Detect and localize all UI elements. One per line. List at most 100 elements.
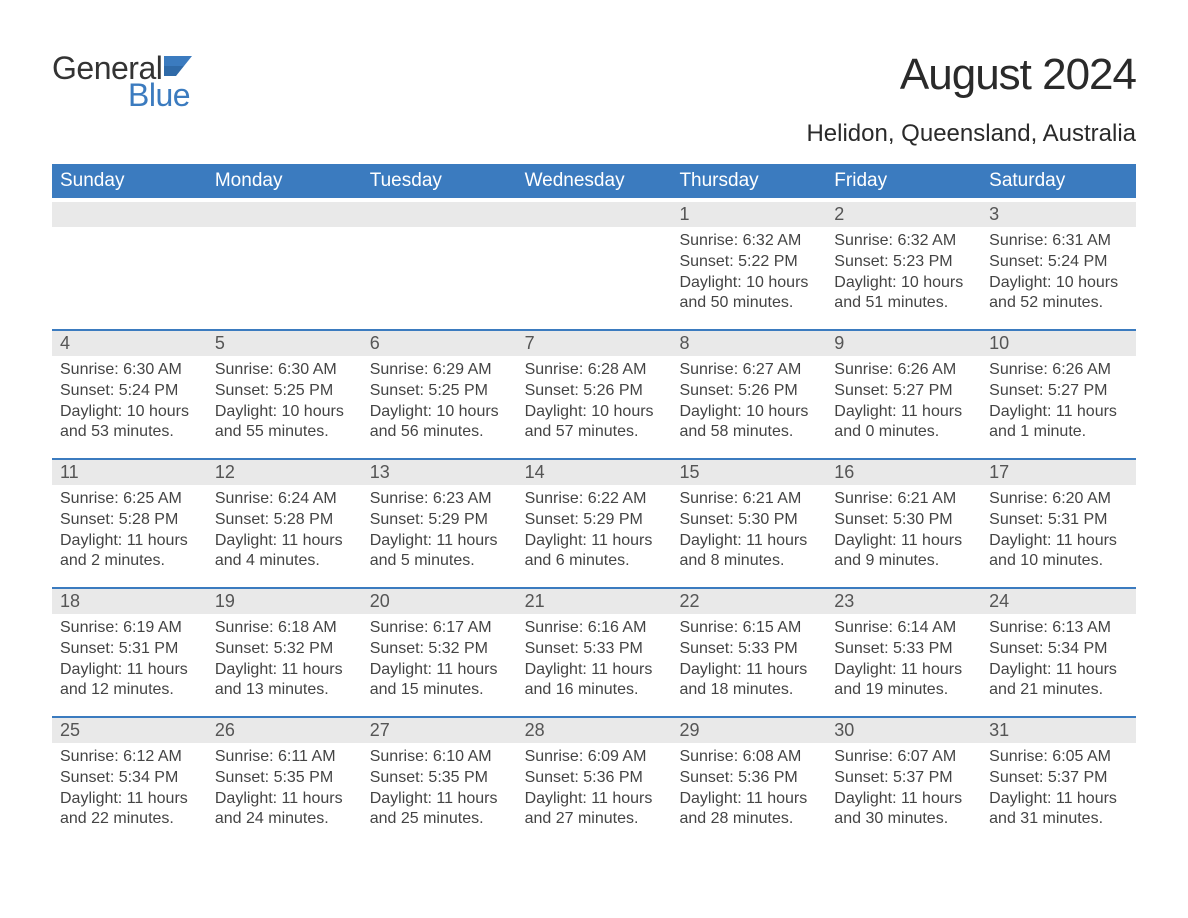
sunrise-text: Sunrise: 6:30 AM [60,360,199,381]
sunrise-text: Sunrise: 6:25 AM [60,489,199,510]
calendar-header-cell: Monday [207,164,362,198]
sunset-text: Sunset: 5:35 PM [215,768,354,789]
sunset-text: Sunset: 5:27 PM [989,381,1128,402]
daylight-text: Daylight: 11 hours and 27 minutes. [525,789,664,831]
calendar-day-number [517,202,672,227]
sunrise-text: Sunrise: 6:29 AM [370,360,509,381]
calendar-day-number: 15 [671,460,826,485]
sunset-text: Sunset: 5:23 PM [834,252,973,273]
sunrise-text: Sunrise: 6:28 AM [525,360,664,381]
sunset-text: Sunset: 5:25 PM [370,381,509,402]
daylight-text: Daylight: 11 hours and 10 minutes. [989,531,1128,573]
calendar-day-content: Sunrise: 6:18 AMSunset: 5:32 PMDaylight:… [207,614,362,712]
daylight-text: Daylight: 11 hours and 1 minute. [989,402,1128,444]
calendar-day-number: 9 [826,331,981,356]
daylight-text: Daylight: 11 hours and 0 minutes. [834,402,973,444]
daylight-text: Daylight: 10 hours and 51 minutes. [834,273,973,315]
calendar-day-content: Sunrise: 6:05 AMSunset: 5:37 PMDaylight:… [981,743,1136,841]
sunrise-text: Sunrise: 6:27 AM [679,360,818,381]
sunrise-text: Sunrise: 6:17 AM [370,618,509,639]
calendar-day-number: 23 [826,589,981,614]
daylight-text: Daylight: 10 hours and 57 minutes. [525,402,664,444]
calendar-week: 45678910Sunrise: 6:30 AMSunset: 5:24 PMD… [52,329,1136,454]
sunrise-text: Sunrise: 6:09 AM [525,747,664,768]
calendar-header-cell: Sunday [52,164,207,198]
calendar-header-cell: Thursday [671,164,826,198]
sunrise-text: Sunrise: 6:13 AM [989,618,1128,639]
sunset-text: Sunset: 5:35 PM [370,768,509,789]
calendar-day-content: Sunrise: 6:30 AMSunset: 5:24 PMDaylight:… [52,356,207,454]
sunrise-text: Sunrise: 6:14 AM [834,618,973,639]
sunset-text: Sunset: 5:26 PM [679,381,818,402]
daylight-text: Daylight: 11 hours and 18 minutes. [679,660,818,702]
calendar-day-content: Sunrise: 6:10 AMSunset: 5:35 PMDaylight:… [362,743,517,841]
daylight-text: Daylight: 11 hours and 16 minutes. [525,660,664,702]
calendar-day-number: 5 [207,331,362,356]
sunset-text: Sunset: 5:33 PM [525,639,664,660]
calendar-day-number: 21 [517,589,672,614]
sunset-text: Sunset: 5:33 PM [834,639,973,660]
calendar-day-number: 27 [362,718,517,743]
calendar-day-content [517,227,672,325]
sunset-text: Sunset: 5:24 PM [989,252,1128,273]
sunrise-text: Sunrise: 6:12 AM [60,747,199,768]
sunrise-text: Sunrise: 6:22 AM [525,489,664,510]
daylight-text: Daylight: 11 hours and 30 minutes. [834,789,973,831]
calendar-day-number: 31 [981,718,1136,743]
sunset-text: Sunset: 5:37 PM [989,768,1128,789]
calendar-header-cell: Friday [826,164,981,198]
sunrise-text: Sunrise: 6:16 AM [525,618,664,639]
daylight-text: Daylight: 11 hours and 4 minutes. [215,531,354,573]
calendar-day-content: Sunrise: 6:07 AMSunset: 5:37 PMDaylight:… [826,743,981,841]
sunset-text: Sunset: 5:32 PM [370,639,509,660]
calendar-day-content: Sunrise: 6:11 AMSunset: 5:35 PMDaylight:… [207,743,362,841]
daylight-text: Daylight: 10 hours and 52 minutes. [989,273,1128,315]
sunrise-text: Sunrise: 6:18 AM [215,618,354,639]
sunset-text: Sunset: 5:28 PM [60,510,199,531]
calendar-day-content [362,227,517,325]
sunrise-text: Sunrise: 6:10 AM [370,747,509,768]
sunrise-text: Sunrise: 6:21 AM [834,489,973,510]
sunset-text: Sunset: 5:24 PM [60,381,199,402]
calendar-week: 11121314151617Sunrise: 6:25 AMSunset: 5:… [52,458,1136,583]
calendar-day-content: Sunrise: 6:21 AMSunset: 5:30 PMDaylight:… [826,485,981,583]
calendar-day-number: 25 [52,718,207,743]
calendar-day-number: 4 [52,331,207,356]
daylight-text: Daylight: 11 hours and 15 minutes. [370,660,509,702]
calendar-content-row: Sunrise: 6:32 AMSunset: 5:22 PMDaylight:… [52,227,1136,325]
daylight-text: Daylight: 10 hours and 53 minutes. [60,402,199,444]
sunset-text: Sunset: 5:31 PM [60,639,199,660]
calendar-day-number: 17 [981,460,1136,485]
sunrise-text: Sunrise: 6:11 AM [215,747,354,768]
calendar-day-content: Sunrise: 6:12 AMSunset: 5:34 PMDaylight:… [52,743,207,841]
sunrise-text: Sunrise: 6:19 AM [60,618,199,639]
sunset-text: Sunset: 5:36 PM [525,768,664,789]
daylight-text: Daylight: 11 hours and 8 minutes. [679,531,818,573]
daylight-text: Daylight: 11 hours and 31 minutes. [989,789,1128,831]
calendar-content-row: Sunrise: 6:12 AMSunset: 5:34 PM Daylight:… [52,743,1136,841]
calendar-day-number: 12 [207,460,362,485]
calendar-day-number: 8 [671,331,826,356]
daylight-text: Daylight: 11 hours and 6 minutes. [525,531,664,573]
daylight-text: Daylight: 11 hours and 21 minutes. [989,660,1128,702]
title-month-year: August 2024 [806,50,1136,100]
calendar-daynum-row: 18192021222324 [52,589,1136,614]
calendar-day-content [52,227,207,325]
sunrise-text: Sunrise: 6:15 AM [679,618,818,639]
calendar-day-content: Sunrise: 6:20 AMSunset: 5:31 PMDaylight:… [981,485,1136,583]
calendar-day-number: 22 [671,589,826,614]
sunset-text: Sunset: 5:22 PM [679,252,818,273]
sunrise-text: Sunrise: 6:08 AM [679,747,818,768]
calendar-daynum-row: 123 [52,202,1136,227]
sunset-text: Sunset: 5:31 PM [989,510,1128,531]
calendar-day-content: Sunrise: 6:32 AMSunset: 5:22 PMDaylight:… [671,227,826,325]
calendar-day-content: Sunrise: 6:15 AMSunset: 5:33 PMDaylight:… [671,614,826,712]
brand-logo: General Blue [52,50,198,114]
calendar-day-content: Sunrise: 6:23 AMSunset: 5:29 PMDaylight:… [362,485,517,583]
calendar-header-row: SundayMondayTuesdayWednesdayThursdayFrid… [52,164,1136,198]
sunset-text: Sunset: 5:34 PM [60,768,199,789]
calendar-week: 18192021222324Sunrise: 6:19 AMSunset: 5:… [52,587,1136,712]
calendar-content-row: Sunrise: 6:30 AMSunset: 5:24 PMDaylight:… [52,356,1136,454]
calendar-day-number: 19 [207,589,362,614]
calendar-day-number: 28 [517,718,672,743]
